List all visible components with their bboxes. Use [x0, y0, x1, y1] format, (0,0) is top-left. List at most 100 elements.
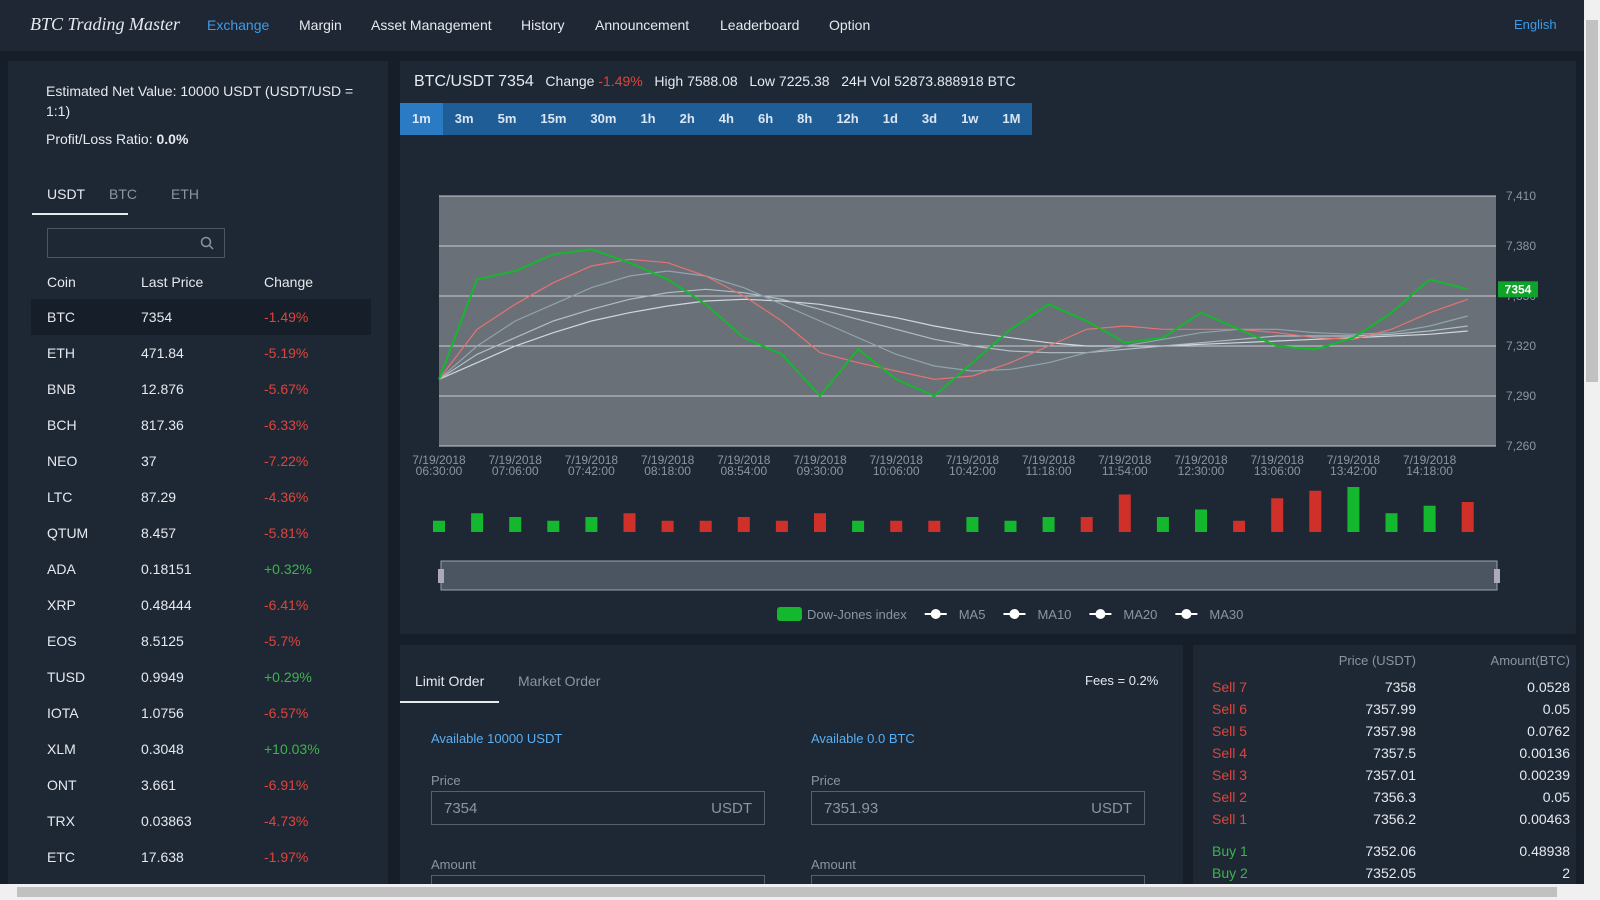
- book-header: Amount(BTC): [1490, 653, 1570, 668]
- interval-button[interactable]: 1w: [949, 103, 991, 135]
- language[interactable]: English: [1514, 17, 1557, 32]
- change: -5.81%: [264, 525, 309, 541]
- book-amount: 0.00239: [1519, 767, 1570, 783]
- coin-row[interactable]: LTC 87.29 -4.36%: [31, 479, 371, 515]
- coin-row[interactable]: NEO 37 -7.22%: [31, 443, 371, 479]
- nav-item[interactable]: Asset Management: [371, 17, 492, 33]
- book-amount: 0.00463: [1519, 811, 1570, 827]
- nav-item[interactable]: Margin: [299, 17, 342, 33]
- interval-button[interactable]: 30m: [578, 103, 629, 135]
- book-price: 7357.99: [1365, 701, 1416, 717]
- tab-underline: [400, 701, 499, 703]
- book-price: 7357.01: [1365, 767, 1416, 783]
- brand[interactable]: BTC Trading Master: [30, 14, 181, 34]
- market-tab[interactable]: BTC: [109, 186, 137, 202]
- coin: ONT: [47, 777, 77, 793]
- nav-item[interactable]: Exchange: [207, 17, 270, 33]
- coin-row[interactable]: XRP 0.48444 -6.41%: [31, 587, 371, 623]
- interval-button[interactable]: 1M: [990, 103, 1033, 135]
- nav-item[interactable]: Announcement: [595, 17, 690, 33]
- profit-value: 0.0%: [156, 131, 189, 147]
- last-price: 12.876: [141, 381, 184, 397]
- profit: Profit/Loss Ratio: 0.0%: [46, 131, 188, 147]
- order-book: Price (USDT) Amount(BTC) Sell 7 7358 0.052…: [1193, 645, 1576, 884]
- book-amount: 2: [1562, 865, 1570, 881]
- interval-button[interactable]: 6h: [745, 103, 786, 135]
- coin-row[interactable]: ADA 0.18151 +0.32%: [31, 551, 371, 587]
- price-value: 7351.93: [824, 800, 879, 817]
- interval-button[interactable]: 3m: [442, 103, 486, 135]
- interval-button[interactable]: 2h: [667, 103, 707, 135]
- last-price: 817.36: [141, 417, 184, 433]
- search-input[interactable]: [47, 228, 225, 258]
- book-side: Sell 7: [1212, 679, 1248, 695]
- book-header: Price (USDT): [1338, 653, 1416, 668]
- change: -7.22%: [264, 453, 309, 469]
- low: Low 7225.38: [749, 73, 830, 89]
- amount-input[interactable]: [811, 875, 1145, 887]
- book-side: Sell 1: [1212, 811, 1248, 827]
- last-price: 87.29: [141, 489, 177, 505]
- interval-button[interactable]: 1m: [400, 103, 443, 135]
- coin: ADA: [47, 561, 76, 577]
- last-price: 0.9949: [141, 669, 184, 685]
- market-tab[interactable]: ETH: [171, 186, 199, 202]
- interval-button[interactable]: 8h: [785, 103, 825, 135]
- book-side: Sell 4: [1212, 745, 1248, 761]
- book-price: 7352.06: [1365, 843, 1416, 859]
- coin-row[interactable]: BCH 817.36 -6.33%: [31, 407, 371, 443]
- change: +0.29%: [264, 669, 312, 685]
- change: +10.03%: [264, 741, 320, 757]
- interval-button[interactable]: 1d: [870, 103, 910, 135]
- market-tab[interactable]: USDT: [47, 186, 86, 202]
- interval-button[interactable]: 15m: [528, 103, 579, 135]
- tab[interactable]: Limit Order: [415, 673, 485, 689]
- v-scrollbar[interactable]: [1584, 0, 1600, 884]
- interval-button[interactable]: 12h: [824, 103, 871, 135]
- change: -6.57%: [264, 705, 309, 721]
- coin-row[interactable]: BTC 7354 -1.49%: [31, 299, 371, 335]
- coin-row[interactable]: IOTA 1.0756 -6.57%: [31, 695, 371, 731]
- last-price: 8.5125: [141, 633, 184, 649]
- fees: Fees = 0.2%: [1085, 673, 1159, 688]
- interval-button[interactable]: 3d: [909, 103, 950, 135]
- chart-panel: BTC/USDT 7354 Change -1.49% High 7588.08…: [400, 61, 1576, 634]
- change: -5.67%: [264, 381, 309, 397]
- coin: BTC: [47, 309, 75, 325]
- book-price: 7356.3: [1373, 789, 1416, 805]
- coin-row[interactable]: QTUM 8.457 -5.81%: [31, 515, 371, 551]
- book-amount: 0.0528: [1527, 679, 1570, 695]
- coin-row[interactable]: ETC 17.638 -1.97%: [31, 839, 371, 875]
- coin: LTC: [47, 489, 73, 505]
- tab[interactable]: Market Order: [518, 673, 601, 689]
- nav-item[interactable]: History: [521, 17, 565, 33]
- coin-row[interactable]: ETH 471.84 -5.19%: [31, 335, 371, 371]
- nav-item[interactable]: Option: [829, 17, 871, 33]
- change: -5.19%: [264, 345, 309, 361]
- book-side: Sell 5: [1212, 723, 1248, 739]
- coin-row[interactable]: EOS 8.5125 -5.7%: [31, 623, 371, 659]
- coin-row[interactable]: XLM 0.3048 +10.03%: [31, 731, 371, 767]
- h-thumb[interactable]: [17, 887, 1557, 897]
- change: -5.7%: [264, 633, 301, 649]
- interval-button[interactable]: 1h: [628, 103, 668, 135]
- price-input[interactable]: 7351.93 USDT: [811, 791, 1145, 825]
- h-scrollbar[interactable]: [0, 884, 1600, 900]
- coin-row[interactable]: BNB 12.876 -5.67%: [31, 371, 371, 407]
- amount-input[interactable]: [431, 875, 765, 887]
- v-thumb[interactable]: [1586, 20, 1598, 382]
- interval-button[interactable]: 5m: [485, 103, 529, 135]
- last-price: 0.48444: [141, 597, 192, 613]
- coin-row[interactable]: ONT 3.661 -6.91%: [31, 767, 371, 803]
- interval-button[interactable]: 4h: [706, 103, 746, 135]
- tab-underline: [32, 213, 128, 215]
- coin-row[interactable]: TRX 0.03863 -4.73%: [31, 803, 371, 839]
- last-price: 17.638: [141, 849, 184, 865]
- table-header: Last Price: [141, 274, 204, 290]
- coin-row[interactable]: TUSD 0.9949 +0.29%: [31, 659, 371, 695]
- price-input[interactable]: 7354 USDT: [431, 791, 765, 825]
- amount-label: Amount: [431, 857, 476, 872]
- nav-item[interactable]: Leaderboard: [720, 17, 800, 33]
- book-price: 7352.05: [1365, 865, 1416, 881]
